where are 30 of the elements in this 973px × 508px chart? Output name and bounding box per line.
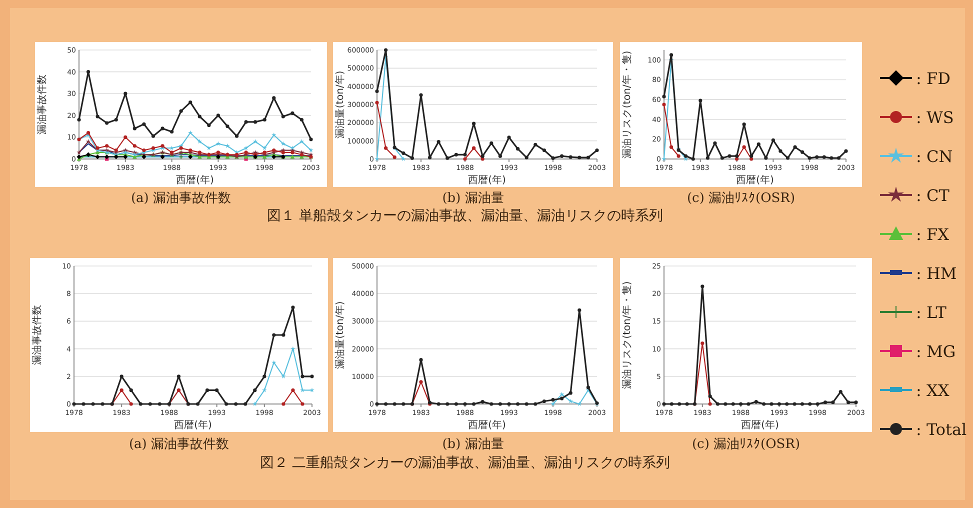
- legend-label: : CT: [916, 186, 950, 205]
- legend-label: : Total: [916, 420, 967, 439]
- text: (c) 漏油ﾘｽｸ(OSR): [686, 191, 796, 206]
- text: (b) 漏油量: [442, 437, 504, 452]
- text: (a) 漏油事故件数: [130, 191, 232, 206]
- x-axis-title: 西暦(年): [736, 174, 774, 186]
- caption: 図１ 単船殻タンカーの漏油事故、漏油量、漏油リスクの時系列: [266, 208, 664, 224]
- legend-label: : FD: [916, 69, 950, 88]
- legend-label: : XX: [916, 381, 950, 400]
- x-axis-title: 西暦(年): [468, 174, 506, 186]
- legend-label: : FX: [916, 225, 950, 244]
- y-axis-title: 漏油量(ton/年): [334, 70, 346, 138]
- text: (a) 漏油事故件数: [128, 437, 230, 452]
- x-axis-title: 西暦(年): [741, 419, 779, 431]
- y-axis-title: 漏油リスク(ton/年・隻): [621, 50, 633, 158]
- x-axis-title: 西暦(年): [176, 174, 214, 186]
- text: (c) 漏油ﾘｽｸ(OSR): [692, 437, 800, 452]
- caption: 図２ 二重船殻タンカーの漏油事故、漏油量、漏油リスクの時系列: [260, 455, 670, 471]
- text: (b) 漏油量: [442, 191, 504, 206]
- legend-label: : LT: [916, 303, 947, 322]
- legend-label: : WS: [916, 108, 954, 127]
- legend-label: : CN: [916, 147, 953, 166]
- x-axis-title: 西暦(年): [468, 419, 506, 431]
- y-axis-title: 漏油事故件数: [36, 74, 48, 134]
- y-axis-title: 漏油事故件数: [31, 305, 43, 365]
- y-axis-title: 漏油リスク(ton/年・隻): [621, 281, 633, 389]
- legend-label: : MG: [916, 342, 956, 361]
- x-axis-title: 西暦(年): [174, 419, 212, 431]
- y-axis-title: 漏油量(ton/年): [334, 301, 346, 369]
- legend-label: : HM: [916, 264, 957, 283]
